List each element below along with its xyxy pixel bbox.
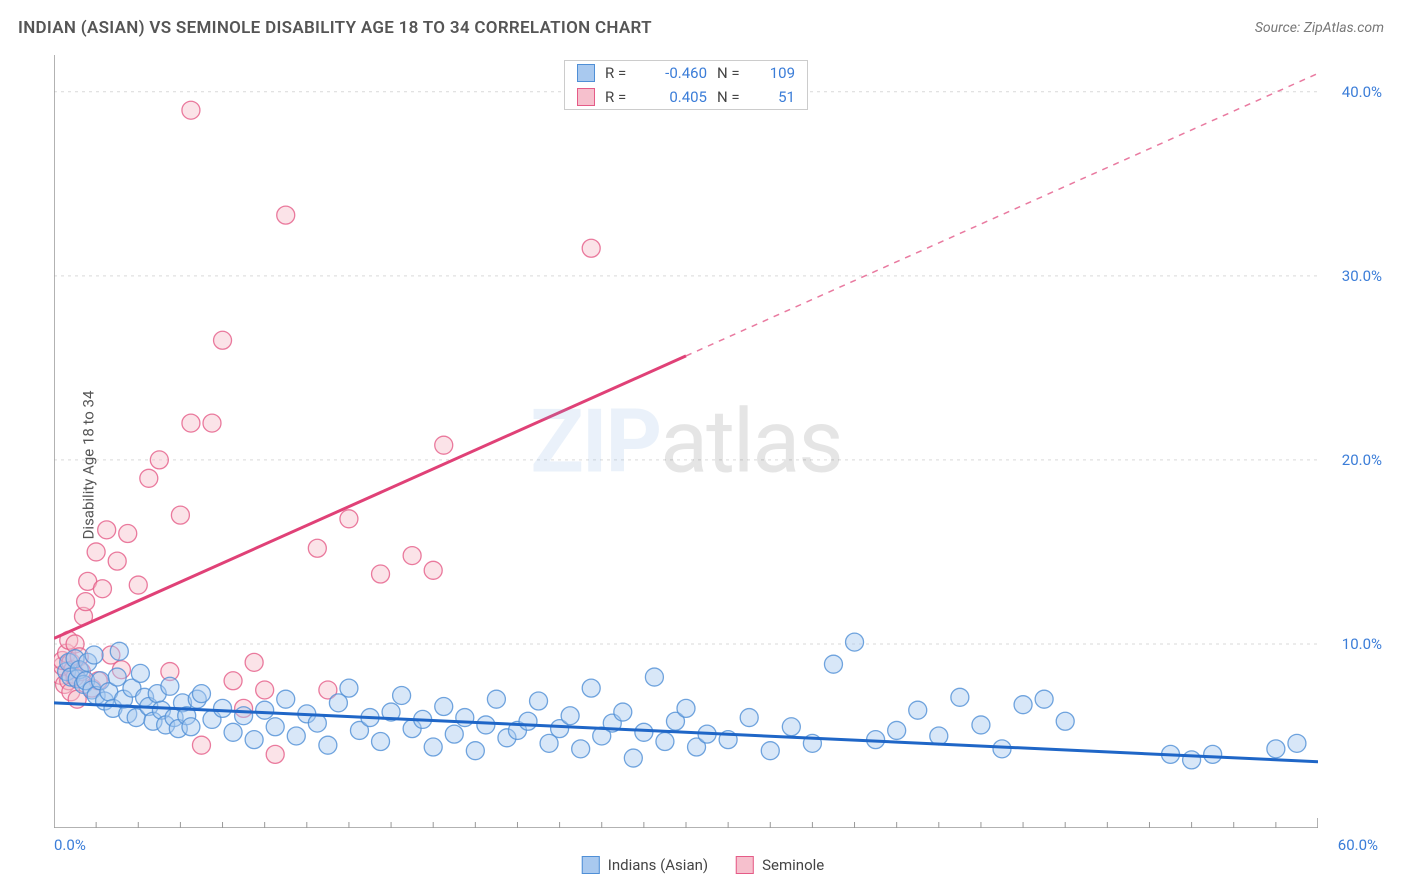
source-attribution: Source: ZipAtlas.com [1255,20,1384,36]
n-value-a: 109 [759,64,795,82]
legend-label-b: Seminole [762,856,824,874]
plot-area: ZIPatlas R = -0.460 N = 109 R = 0.405 N … [54,55,1318,828]
swatch-series-a [577,64,595,82]
x-tick-max: 60.0% [1338,836,1378,854]
legend-item-a: Indians (Asian) [582,856,708,874]
n-label: N = [717,88,749,106]
correlation-legend: R = -0.460 N = 109 R = 0.405 N = 51 [564,60,808,110]
r-label: R = [605,88,637,106]
n-label: N = [717,64,749,82]
series-legend: Indians (Asian) Seminole [582,856,824,874]
r-value-b: 0.405 [647,88,707,106]
legend-label-a: Indians (Asian) [608,856,708,874]
x-tick-min: 0.0% [54,836,86,854]
chart-title: INDIAN (ASIAN) VS SEMINOLE DISABILITY AG… [18,18,652,38]
r-value-a: -0.460 [647,64,707,82]
swatch-series-a [582,856,600,874]
y-tick-label: 10.0% [1342,635,1382,653]
swatch-series-b [736,856,754,874]
swatch-series-b [577,88,595,106]
n-value-b: 51 [759,88,795,106]
legend-row-series-b: R = 0.405 N = 51 [565,85,807,109]
legend-row-series-a: R = -0.460 N = 109 [565,61,807,85]
r-label: R = [605,64,637,82]
y-tick-label: 20.0% [1342,451,1382,469]
scatter-chart-svg [54,55,1318,828]
legend-item-b: Seminole [736,856,824,874]
chart-container: Disability Age 18 to 34 ZIPatlas R = -0.… [18,55,1388,874]
y-tick-label: 40.0% [1342,83,1382,101]
y-tick-label: 30.0% [1342,267,1382,285]
